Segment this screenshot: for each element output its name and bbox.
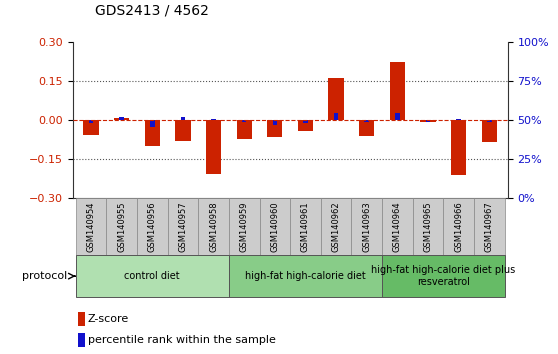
Bar <box>229 198 259 255</box>
Bar <box>242 120 247 122</box>
Bar <box>229 255 382 297</box>
Bar <box>298 120 313 131</box>
Text: GSM140959: GSM140959 <box>240 201 249 252</box>
Bar <box>267 120 282 137</box>
Bar <box>237 120 252 138</box>
Bar <box>444 198 474 255</box>
Bar <box>290 198 321 255</box>
Bar <box>482 120 497 142</box>
Bar <box>390 62 405 120</box>
Bar <box>334 113 339 120</box>
Bar <box>114 118 129 120</box>
Text: GSM140963: GSM140963 <box>362 201 371 252</box>
Text: GSM140960: GSM140960 <box>270 201 280 252</box>
Text: GSM140964: GSM140964 <box>393 201 402 252</box>
Bar <box>119 117 124 120</box>
Bar <box>75 255 229 297</box>
Bar <box>198 198 229 255</box>
Text: GSM140965: GSM140965 <box>424 201 432 252</box>
Bar <box>329 78 344 120</box>
Bar <box>359 120 374 136</box>
Bar <box>259 198 290 255</box>
Bar <box>451 120 466 175</box>
Bar <box>420 120 436 122</box>
Bar <box>382 255 505 297</box>
Text: GDS2413 / 4562: GDS2413 / 4562 <box>95 4 209 18</box>
Text: high-fat high-calorie diet plus
resveratrol: high-fat high-calorie diet plus resverat… <box>371 265 516 287</box>
Bar <box>364 120 369 122</box>
Bar <box>106 198 137 255</box>
Bar <box>426 120 430 122</box>
Bar <box>181 117 185 120</box>
Text: high-fat high-calorie diet: high-fat high-calorie diet <box>245 271 366 281</box>
Text: GSM140954: GSM140954 <box>86 201 95 252</box>
Text: percentile rank within the sample: percentile rank within the sample <box>88 335 276 345</box>
Text: GSM140955: GSM140955 <box>117 201 126 252</box>
Bar <box>83 120 99 135</box>
Text: GSM140967: GSM140967 <box>485 201 494 252</box>
Bar <box>75 198 106 255</box>
Bar <box>487 120 492 122</box>
Bar <box>456 119 461 120</box>
Text: control diet: control diet <box>124 271 180 281</box>
Bar <box>352 198 382 255</box>
Bar <box>211 119 216 120</box>
Text: GSM140958: GSM140958 <box>209 201 218 252</box>
Text: GSM140966: GSM140966 <box>454 201 463 252</box>
Text: GSM140962: GSM140962 <box>331 201 340 252</box>
Bar <box>413 198 444 255</box>
Bar <box>206 120 221 173</box>
Bar <box>89 120 93 124</box>
Bar <box>150 120 155 127</box>
Text: GSM140957: GSM140957 <box>179 201 187 252</box>
Bar <box>395 113 400 120</box>
Bar <box>167 198 198 255</box>
Bar <box>137 198 167 255</box>
Bar <box>175 120 190 141</box>
Text: GSM140956: GSM140956 <box>148 201 157 252</box>
Bar <box>474 198 505 255</box>
Text: GSM140961: GSM140961 <box>301 201 310 252</box>
Bar <box>321 198 352 255</box>
Bar <box>303 120 308 124</box>
Bar <box>145 120 160 146</box>
Text: protocol: protocol <box>22 271 67 281</box>
Bar <box>382 198 413 255</box>
Bar <box>272 120 277 125</box>
Text: Z-score: Z-score <box>88 314 129 324</box>
